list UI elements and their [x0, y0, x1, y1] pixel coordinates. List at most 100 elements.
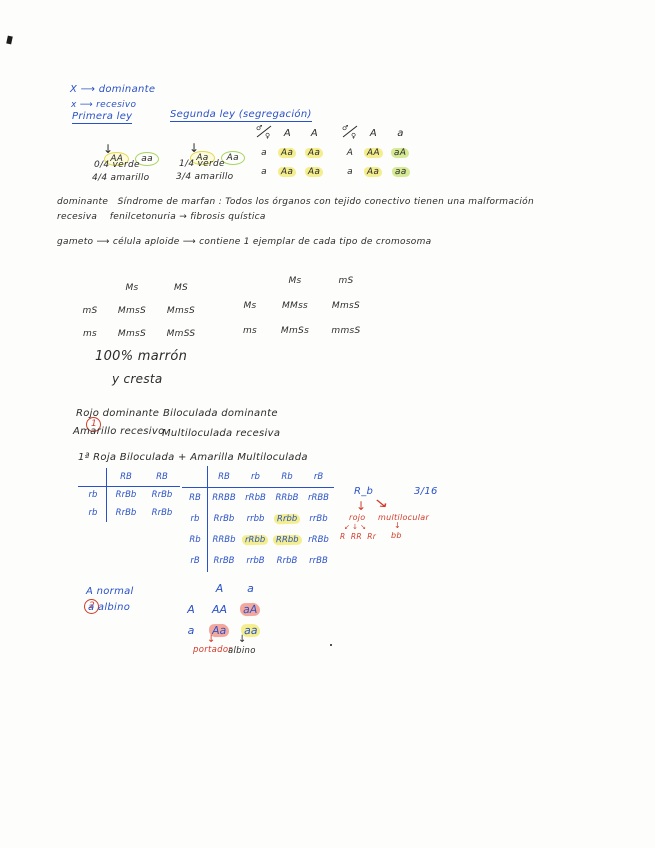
punnett-cell-carrier: aA — [240, 602, 261, 617]
down-arrow-icon: ↓ — [394, 521, 401, 530]
cross-cell: MmsS — [117, 305, 147, 316]
cross-cell: MmsS — [166, 305, 196, 316]
punnett-cell: Aa — [278, 166, 297, 177]
row-header: ms — [82, 328, 98, 339]
row-header: RB — [189, 492, 201, 503]
punnett-cell: RRbB — [275, 492, 299, 503]
svg-text:♂: ♂ — [342, 124, 348, 132]
down-arrow-icon: ↓ — [238, 634, 247, 645]
punnett-cell: rrBb — [309, 513, 328, 524]
cross-cell: MmSS — [166, 328, 196, 339]
law1-result-amarillo: 4/4 amarillo — [92, 173, 150, 183]
col-header: rb — [251, 471, 260, 482]
row-header: Rb — [189, 534, 201, 545]
punnett-cell-highlighted: RRbb — [272, 534, 302, 545]
punnett-cell: RrBb — [115, 490, 137, 500]
table-hline — [182, 487, 334, 489]
punnett-cell: rrbB — [246, 555, 265, 566]
down-arrow-icon: ↓ — [207, 634, 216, 645]
punnett-cell: RrBb — [115, 508, 137, 518]
scan-artifact — [6, 35, 13, 45]
cross-cell: MmsS — [117, 328, 147, 339]
result-cresta: y cresta — [112, 372, 163, 386]
col-header: A — [369, 128, 378, 139]
punnett-cell: aa — [391, 166, 410, 177]
note-gameto: gameto ⟶ célula aploide ⟶ contiene 1 eje… — [57, 237, 432, 247]
col-header: A — [310, 128, 319, 139]
col-header: RB — [218, 471, 230, 482]
branch-multilocular: multilocular — [378, 513, 430, 522]
punnett-cell: aA — [391, 147, 410, 158]
row-header: a — [347, 166, 353, 177]
parent2-genotype: aa — [135, 152, 159, 166]
table-vline — [106, 468, 108, 522]
col-header: A — [283, 128, 292, 139]
col-header: mS — [338, 275, 354, 286]
law2-parents: Aa Aa — [170, 126, 251, 184]
punnett-square-2: ♂ ♀ A a A AA aA a Aa aa — [340, 124, 414, 181]
sex-cross-icon: ♂ ♀ — [256, 124, 272, 143]
punnett-cell: rRBB — [307, 492, 330, 503]
col-header: MS — [173, 282, 189, 293]
col-header: a — [397, 128, 404, 139]
col-header: a — [247, 582, 254, 595]
row-header: rB — [190, 555, 200, 566]
punnett-cell: RRBB — [212, 492, 236, 503]
svg-text:♀: ♀ — [351, 132, 356, 139]
col-header: Rb — [281, 471, 293, 482]
row-header: rb — [190, 513, 200, 524]
punnett-cell: RrBB — [213, 555, 235, 566]
svg-text:♂: ♂ — [256, 124, 262, 132]
row-header: rb — [88, 490, 98, 500]
exercise2-punnett-table: A a A AA aA a Aa aa — [178, 578, 266, 641]
row-header: a — [187, 624, 195, 637]
row-header: rb — [88, 508, 98, 518]
down-arrow-icon: ↓ — [189, 141, 200, 155]
exercise1-cross: 1ª Roja Biloculada + Amarilla Multilocul… — [78, 452, 308, 463]
branch-rojo: rojo — [349, 513, 366, 522]
trait-rojo-dominante: Rojo dominante — [76, 408, 160, 419]
row-header: a — [261, 166, 267, 177]
ink-dot — [330, 644, 332, 646]
legend-recessive: x ⟶ recesivo — [71, 100, 137, 110]
punnett-cell: Aa — [364, 166, 383, 177]
punnett-cell: RrBb — [213, 513, 235, 524]
exercise1-number: 1 — [66, 392, 102, 451]
row-header: mS — [82, 305, 98, 316]
punnett-cell: RrBb — [151, 490, 173, 500]
punnett-cell: AA — [363, 147, 384, 158]
branch-bb-genotype: bb — [391, 531, 402, 540]
cross-cell: mmsS — [331, 325, 361, 336]
law2-result-amarillo: 3/4 amarillo — [176, 172, 234, 182]
law1-title: Primera ley — [72, 111, 133, 124]
trait-biloculada-dominante: Biloculada dominante — [163, 408, 278, 419]
col-header: RB — [156, 472, 168, 482]
punnett-cell: RRBb — [212, 534, 236, 545]
trait-amarillo-recesivo: Amarillo recesivo — [73, 426, 165, 437]
law2-title: Segunda ley (segregación) — [170, 109, 312, 122]
legend-dominant: X ⟶ dominante — [70, 84, 156, 95]
trait-multiloculada-recesiva: Multiloculada recesiva — [162, 428, 281, 439]
cross-cell: MmSs — [280, 325, 310, 336]
cross-table-right: Ms mS Ms MMss MmsS ms MmSs mmsS — [230, 268, 372, 343]
down-arrow-icon: ↓ — [103, 142, 114, 156]
col-header: A — [215, 582, 224, 595]
punnett-cell: rRBb — [308, 534, 329, 545]
row-header: A — [187, 603, 195, 616]
note-dominante: dominante Síndrome de marfan : Todos los… — [57, 197, 534, 207]
sex-cross-icon: ♂ ♀ — [342, 124, 358, 143]
f1-punnett-table: RB RB rb RrBb RrBb rb RrBb RrBb — [78, 468, 180, 522]
punnett-cell: Aa — [278, 147, 297, 158]
row-header: ms — [242, 325, 258, 336]
col-header: Ms — [288, 275, 302, 286]
punnett-cell: rrBB — [309, 555, 328, 566]
punnett-cell: rrbb — [246, 513, 265, 524]
legend-a-albino: a albino — [88, 602, 131, 613]
fan-arrows-icon: ↙ ↓ ↘ — [344, 523, 367, 531]
cross-cell: MMss — [281, 300, 309, 311]
col-header: Ms — [125, 282, 139, 293]
note-recesiva: recesiva fenilcetonuria → fibrosis quíst… — [57, 212, 266, 222]
table-hline — [78, 486, 180, 488]
row-header: A — [346, 147, 354, 158]
